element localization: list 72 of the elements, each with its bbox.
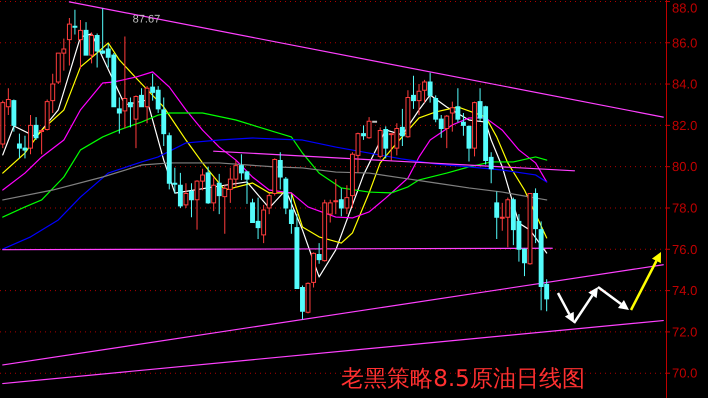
candlestick: [450, 101, 455, 132]
candlestick: [216, 173, 222, 215]
candlestick: [178, 172, 183, 208]
candlestick: [344, 184, 350, 215]
candlestick: [144, 86, 150, 124]
candlestick: [266, 193, 272, 215]
candlestick: [122, 36, 128, 129]
candlestick: [405, 90, 410, 138]
candlestick: [411, 75, 416, 110]
candlestick: [78, 20, 83, 70]
candlestick: [128, 96, 133, 128]
candlestick: [183, 182, 188, 208]
candlestick: [422, 79, 428, 104]
candlestick: [472, 101, 477, 157]
line-series: [2, 162, 548, 201]
candlestick: [316, 242, 322, 264]
candlestick: [34, 116, 39, 140]
y-tick-label: 88.0: [672, 0, 698, 16]
candlestick: [72, 9, 78, 35]
y-tick-label: 80.0: [672, 159, 698, 174]
candlestick: [134, 94, 138, 149]
candlestick: [416, 84, 422, 116]
line-series: [2, 71, 548, 218]
candlestick: [494, 190, 500, 240]
line-series: [2, 42, 548, 244]
y-tick-label: 84.0: [672, 76, 698, 92]
candlestick: [460, 112, 466, 136]
candlestick: [89, 32, 94, 64]
candlestick: [261, 204, 266, 244]
candlestick: [283, 176, 288, 215]
y-tick-label: 86.0: [672, 35, 698, 50]
candlestick: [66, 17, 72, 66]
candlestick: [528, 193, 532, 266]
candlestick: [428, 72, 433, 104]
y-tick-label: 74.0: [672, 283, 698, 298]
candlestick: [44, 99, 50, 132]
candlestick: [533, 188, 538, 244]
candlestick: [211, 176, 216, 212]
line-series: [2, 112, 548, 218]
y-tick-label: 82.0: [672, 118, 698, 133]
candlestick: [366, 116, 372, 140]
line-series: [2, 137, 548, 250]
candlestick: [84, 22, 88, 56]
candlestick: [333, 178, 338, 215]
candlestick: [272, 158, 278, 196]
y-tick-label: 76.0: [672, 242, 698, 257]
candlestick: [206, 166, 211, 204]
candlestick: [139, 88, 144, 108]
annotation: 87.67: [132, 13, 160, 26]
y-tick-label: 72.0: [672, 324, 698, 340]
candlestick: [383, 126, 388, 159]
candlestick: [361, 124, 366, 140]
text: 老黑策略8.5原油日线图: [341, 366, 585, 392]
candlestick: [306, 282, 310, 314]
candlestick: [116, 96, 122, 134]
candlestick: [455, 88, 460, 123]
candlestick: [400, 108, 405, 147]
candlestick: [161, 96, 166, 147]
y-tick-label: 70.0: [672, 366, 698, 381]
candlestick: [311, 252, 316, 288]
candlestick: [278, 152, 283, 190]
candlestick: [11, 99, 16, 132]
y-tick-label: 78.0: [672, 200, 698, 216]
candlestick: [28, 114, 33, 155]
candlestick: [338, 188, 344, 217]
candlestick: [189, 182, 194, 218]
candlestick: [466, 124, 472, 162]
candlestick: [378, 126, 383, 159]
candlestick: [444, 114, 450, 149]
candlestick: [288, 194, 294, 234]
candlestick: [50, 73, 56, 114]
candlestick: [39, 129, 44, 155]
